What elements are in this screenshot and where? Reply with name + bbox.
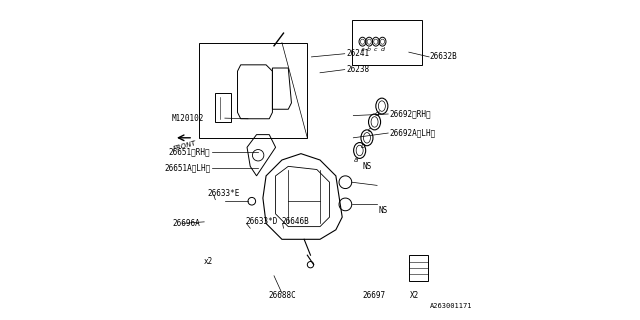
Text: 26697: 26697 — [363, 291, 386, 300]
Text: NS: NS — [363, 162, 372, 171]
Text: 26692A〈LH〉: 26692A〈LH〉 — [390, 129, 436, 138]
Text: 26651〈RH〉: 26651〈RH〉 — [169, 148, 211, 156]
Text: 26696A: 26696A — [173, 219, 200, 228]
Text: 26633*E: 26633*E — [207, 189, 240, 198]
Text: 26688C: 26688C — [268, 291, 296, 300]
Text: 26692〈RH〉: 26692〈RH〉 — [390, 109, 431, 118]
Text: 26241: 26241 — [346, 49, 369, 58]
Bar — [200, 43, 307, 138]
Bar — [409, 255, 428, 281]
Text: A263001171: A263001171 — [430, 303, 472, 309]
Text: NS: NS — [379, 206, 388, 215]
Bar — [352, 20, 422, 65]
Text: d: d — [381, 46, 385, 52]
Text: M120102: M120102 — [172, 114, 204, 123]
Text: 26632B: 26632B — [429, 52, 457, 61]
Bar — [215, 93, 231, 122]
Text: X2: X2 — [410, 291, 420, 300]
Text: b: b — [367, 46, 371, 52]
Text: d: d — [375, 111, 380, 117]
Text: c: c — [374, 46, 378, 52]
Text: FRONT: FRONT — [173, 140, 198, 152]
Text: a: a — [353, 157, 358, 163]
Text: x2: x2 — [204, 257, 214, 266]
Text: 26633*D: 26633*D — [246, 217, 278, 226]
Text: 26646B: 26646B — [282, 217, 310, 226]
Text: b: b — [360, 143, 365, 149]
Text: 26238: 26238 — [346, 65, 369, 74]
Text: 26651A〈LH〉: 26651A〈LH〉 — [164, 164, 211, 172]
Text: c: c — [367, 127, 371, 133]
Text: a: a — [360, 46, 364, 52]
